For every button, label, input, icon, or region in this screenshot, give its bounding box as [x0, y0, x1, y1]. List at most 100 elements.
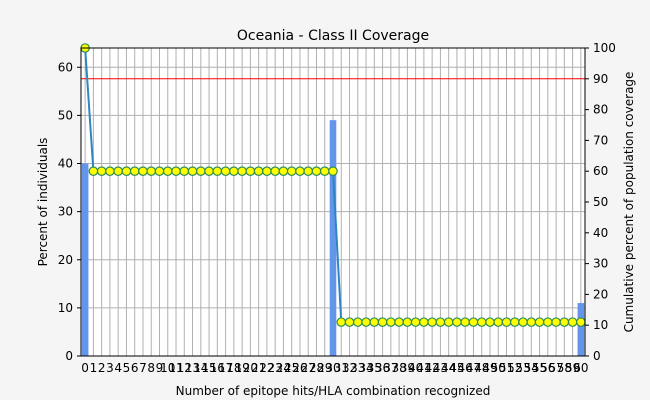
y2-tick-label: 10	[593, 318, 608, 332]
x-tick-label: 58	[557, 361, 572, 375]
cumulative-point	[394, 317, 404, 327]
x-tick-label: 11	[168, 361, 183, 375]
x-tick-label: 54	[524, 361, 539, 375]
cumulative-point	[534, 317, 545, 327]
cumulative-point	[386, 317, 396, 327]
x-tick-label: 41	[416, 361, 431, 375]
y2-tick-label: 30	[593, 257, 608, 271]
cumulative-point	[460, 317, 470, 327]
cumulative-point	[476, 317, 487, 327]
x-tick-label: 25	[284, 361, 299, 375]
y2-tick-label: 20	[593, 287, 608, 301]
y-tick-label: 20	[58, 253, 73, 267]
y-right-tick-labels: 0 10 20 30 40 50 60 70 80 90 100	[585, 41, 616, 363]
x-tick-label: 20	[243, 361, 258, 375]
y2-tick-label: 70	[593, 133, 608, 147]
y-tick-label: 50	[58, 108, 73, 122]
y2-tick-label: 0	[593, 349, 601, 363]
x-tick-label: 28	[309, 361, 324, 375]
x-tick-label: 42	[425, 361, 440, 375]
cumulative-point	[270, 166, 280, 176]
cumulative-point	[501, 317, 512, 327]
cumulative-point	[311, 166, 322, 176]
x-tick-label: 23	[268, 361, 283, 375]
x-tick-label: 34	[358, 361, 373, 375]
cumulative-point	[245, 166, 256, 176]
cumulative-point	[576, 317, 586, 327]
y-tick-label: 10	[58, 301, 73, 315]
x-tick-label: 47	[466, 361, 481, 375]
y-tick-label: 60	[58, 60, 73, 74]
x-tick-label: 1	[90, 361, 98, 375]
x-tick-label: 14	[193, 361, 208, 375]
cumulative-point	[88, 166, 99, 176]
y-axis-title: Percent of individuals	[36, 138, 50, 267]
cumulative-point	[319, 166, 330, 176]
bars	[81, 120, 585, 356]
x-tick-label: 31	[334, 361, 349, 375]
cumulative-point	[105, 166, 115, 176]
cumulative-point	[377, 317, 388, 327]
x-tick-label: 35	[367, 361, 382, 375]
cumulative-point	[113, 166, 123, 176]
y-tick-label: 40	[58, 157, 73, 171]
cumulative-point	[468, 317, 479, 327]
x-tick-label: 46	[458, 361, 473, 375]
x-tick-labels: 0 1 2 3 4 5 6 7 8 9101112131415161718192021222324…	[81, 361, 588, 375]
cumulative-point	[443, 317, 454, 327]
y-tick-label: 30	[58, 205, 73, 219]
x-tick-label: 24	[276, 361, 291, 375]
cumulative-point	[162, 166, 173, 176]
x-tick-label: 36	[375, 361, 390, 375]
cumulative-point	[171, 166, 181, 176]
x-tick-label: 33	[350, 361, 365, 375]
x-tick-label: 49	[482, 361, 497, 375]
x-tick-label: 37	[383, 361, 398, 375]
x-tick-label: 30	[325, 361, 340, 375]
x-tick-label: 12	[177, 361, 192, 375]
x-tick-label: 40	[408, 361, 423, 375]
cumulative-point	[344, 317, 355, 327]
x-tick-label: 8	[147, 361, 155, 375]
x-tick-label: 51	[499, 361, 514, 375]
cumulative-point	[493, 317, 504, 327]
chart-title: Oceania - Class II Coverage	[237, 28, 429, 44]
x-tick-label: 44	[441, 361, 456, 375]
cumulative-point	[369, 317, 380, 327]
x-tick-label: 45	[449, 361, 464, 375]
x-tick-label: 17	[218, 361, 233, 375]
x-tick-label: 7	[139, 361, 147, 375]
cumulative-point	[278, 166, 289, 176]
cumulative-point	[352, 317, 363, 327]
cumulative-point	[229, 166, 239, 176]
cumulative-point	[121, 166, 132, 176]
cumulative-point	[328, 166, 338, 176]
cumulative-point	[526, 317, 537, 327]
cumulative-point	[138, 166, 148, 176]
x-tick-label: 13	[185, 361, 200, 375]
x-tick-label: 59	[565, 361, 580, 375]
x-tick-label: 29	[317, 361, 332, 375]
x-tick-label: 18	[226, 361, 241, 375]
y2-tick-label: 80	[593, 103, 608, 117]
cumulative-point	[237, 166, 247, 176]
cumulative-point	[129, 166, 140, 176]
cumulative-point	[567, 317, 578, 327]
cumulative-point	[427, 317, 437, 327]
coverage-bar	[329, 120, 337, 356]
y2-tick-label: 100	[593, 41, 616, 55]
cumulative-point	[402, 317, 413, 327]
x-tick-label: 38	[391, 361, 406, 375]
cumulative-point	[452, 317, 462, 327]
x-tick-label: 55	[532, 361, 547, 375]
cumulative-point	[295, 166, 305, 176]
x-tick-label: 15	[201, 361, 216, 375]
x-tick-label: 52	[507, 361, 522, 375]
cumulative-point	[96, 166, 107, 176]
x-tick-label: 6	[131, 361, 139, 375]
y2-tick-label: 50	[593, 195, 608, 209]
coverage-bar	[577, 303, 585, 356]
x-tick-label: 57	[548, 361, 563, 375]
cumulative-point	[196, 166, 206, 176]
